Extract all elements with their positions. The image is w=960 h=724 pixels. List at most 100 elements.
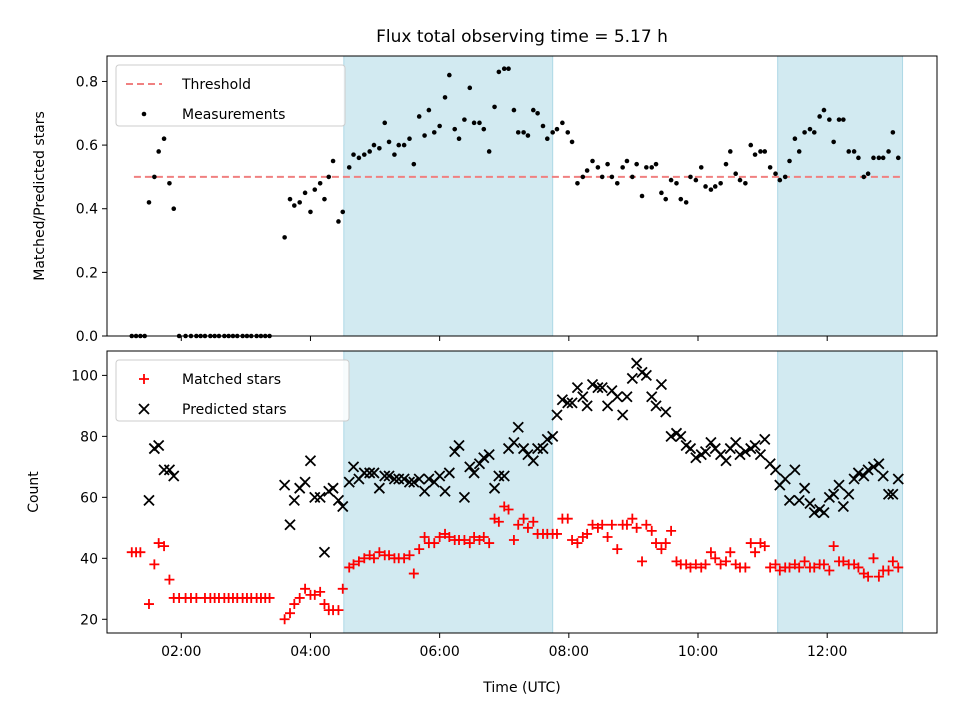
x-tick-label: 04:00 — [290, 644, 330, 660]
predicted-stars-point — [611, 391, 623, 403]
matched-stars-point — [700, 559, 711, 570]
legend-measurements-key — [141, 111, 147, 117]
matched-stars-point — [503, 504, 514, 515]
matched-stars-point — [518, 513, 529, 524]
predicted-stars-point — [577, 391, 589, 403]
measurement-point — [639, 193, 645, 199]
matched-stars-point — [750, 547, 761, 558]
matched-stars-point — [828, 541, 839, 552]
legend-label: Matched stars — [182, 372, 281, 388]
matched-stars-point — [602, 531, 613, 542]
predicted-stars-point — [798, 482, 811, 494]
measurement-point — [322, 196, 327, 202]
matched-stars-point — [627, 513, 638, 524]
measurement-point — [728, 149, 733, 154]
measurement-point — [674, 180, 679, 186]
matched-stars-point — [348, 559, 359, 570]
measurement-point — [856, 155, 861, 161]
matched-stars-point — [572, 538, 583, 549]
predicted-stars-point — [288, 494, 300, 507]
predicted-stars-point — [314, 491, 326, 503]
predicted-stars-point — [887, 488, 899, 500]
predicted-stars-point — [779, 473, 791, 485]
legend-label: Threshold — [181, 77, 251, 93]
measurement-point — [477, 120, 482, 126]
predicted-stars-point — [304, 455, 317, 467]
measurement-point — [367, 149, 372, 154]
predicted-stars-point — [449, 445, 461, 458]
y-axis-label: Matched/Predicted stars — [32, 111, 48, 281]
measurement-point — [515, 130, 521, 135]
legend-box — [115, 64, 346, 127]
predicted-stars-point — [488, 482, 501, 494]
measurement-point — [762, 149, 768, 154]
predicted-stars-point — [783, 494, 796, 507]
predicted-stars-point — [631, 357, 643, 369]
predicted-stars-point — [586, 378, 599, 391]
measurement-point — [821, 107, 827, 113]
measurement-point — [422, 133, 427, 138]
measurement-point — [733, 171, 738, 177]
predicted-stars-point — [843, 488, 855, 500]
measurement-point — [442, 95, 448, 100]
matched-stars-point — [873, 571, 884, 582]
matched-stars-point — [264, 592, 275, 603]
measurement-point — [506, 66, 511, 72]
matched-stars-point — [368, 553, 379, 564]
measurement-point — [535, 110, 540, 116]
predicted-stars-point — [877, 470, 889, 482]
measurement-point — [634, 161, 639, 167]
matched-stars-point — [721, 556, 732, 567]
measurement-point — [846, 149, 852, 154]
predicted-stars-point — [848, 473, 860, 485]
predicted-stars-point — [531, 442, 544, 455]
predicted-stars-point — [601, 400, 614, 412]
predicted-stars-point — [153, 439, 165, 452]
matched-stars-point — [408, 568, 419, 579]
matched-stars-point — [359, 553, 370, 564]
predicted-stars-point — [640, 369, 652, 382]
legend: Matched stars Predicted stars — [115, 359, 350, 422]
predicted-stars-point — [621, 391, 633, 403]
predicted-stars-point — [468, 467, 480, 479]
measurement-point — [595, 165, 601, 170]
predicted-stars-point — [675, 430, 687, 442]
measurement-point — [292, 203, 297, 208]
measurement-point — [605, 161, 610, 167]
matched-stars-point — [404, 550, 415, 561]
measurement-point — [486, 149, 492, 154]
matched-stars-point — [794, 562, 805, 573]
measurement-point — [773, 171, 778, 177]
matched-stars-point — [493, 516, 504, 527]
matched-stars-point — [309, 589, 320, 600]
measurement-point — [712, 184, 718, 189]
measurement-point — [876, 155, 882, 161]
measurement-point — [330, 158, 336, 164]
measurement-point — [308, 209, 313, 215]
measurement-point — [456, 136, 462, 142]
matched-stars-point — [868, 553, 879, 564]
measurement-point — [871, 155, 876, 161]
y-tick-label: 100 — [71, 368, 98, 384]
y-tick-label: 0.6 — [76, 138, 98, 154]
predicted-stars-point — [168, 470, 180, 482]
y-tick-label: 40 — [80, 551, 98, 567]
matched-stars-point — [562, 513, 573, 524]
predicted-stars-point — [379, 470, 391, 482]
x-axis-label: Time (UTC) — [482, 680, 560, 696]
measurement-point — [758, 149, 763, 154]
predicted-stars-point — [690, 452, 702, 464]
matched-stars-point — [528, 516, 539, 527]
predicted-stars-point — [592, 381, 604, 394]
predicted-stars-point — [837, 500, 849, 513]
matched-stars-point — [469, 531, 480, 542]
legend-label: Measurements — [182, 107, 285, 123]
measurement-point — [396, 142, 402, 148]
matched-stars-point — [374, 547, 385, 558]
x-tick-label: 10:00 — [678, 644, 718, 660]
predicted-stars-point — [508, 436, 520, 449]
measurement-point — [807, 126, 813, 132]
measurement-point — [411, 161, 417, 167]
measurement-point — [865, 171, 871, 177]
